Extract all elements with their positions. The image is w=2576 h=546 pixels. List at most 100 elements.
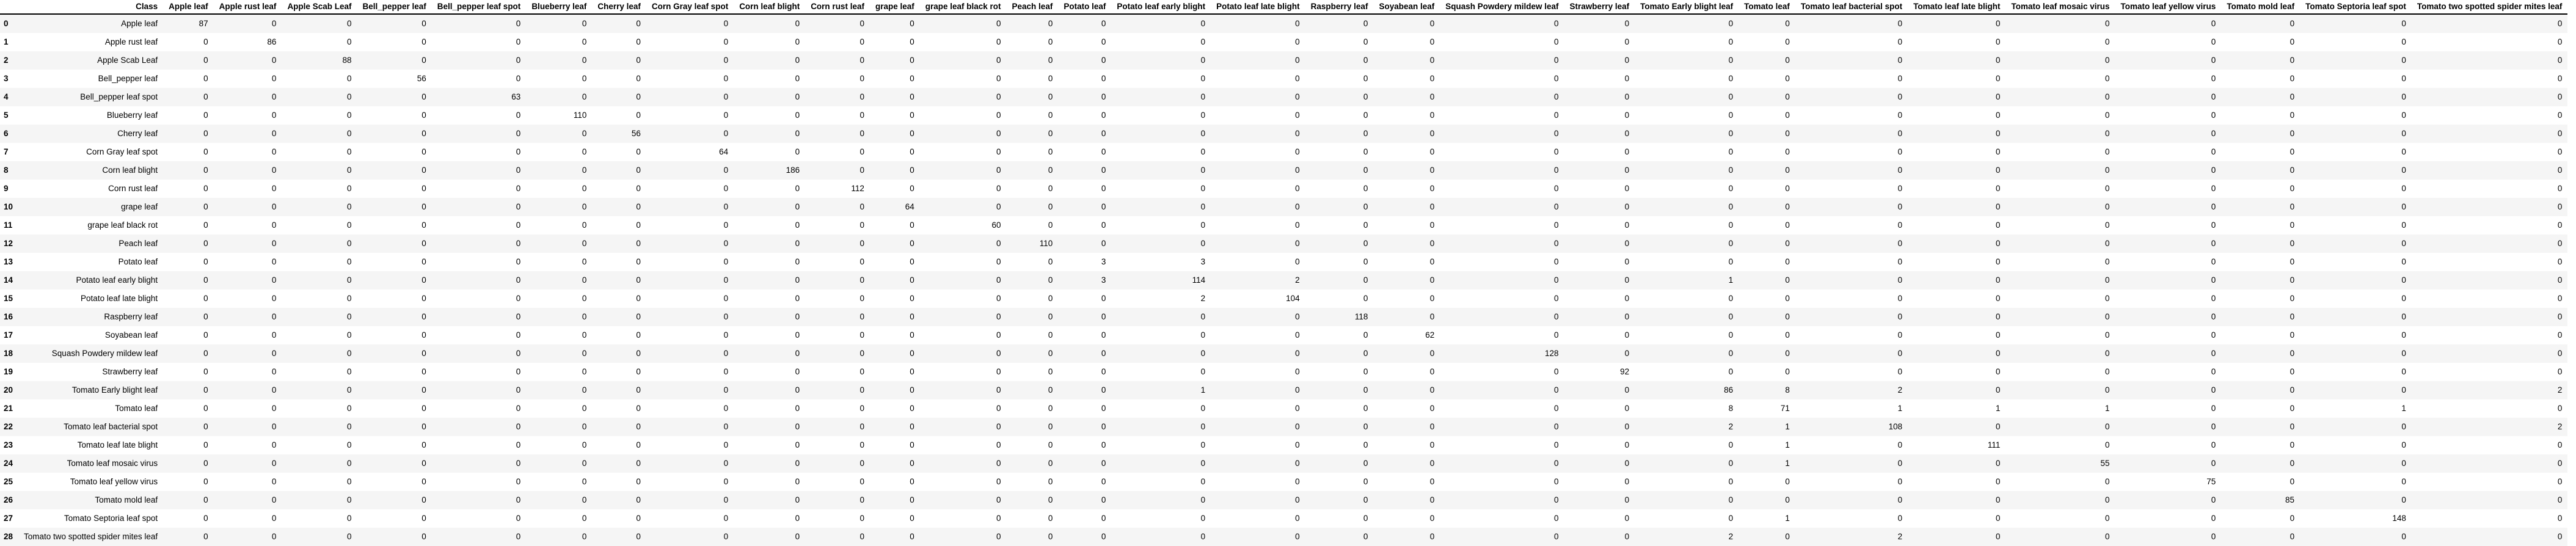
count-cell: 0 bbox=[2557, 312, 2563, 321]
count-cell: 0 bbox=[1728, 220, 1734, 230]
count-cell: 60 bbox=[991, 220, 1001, 230]
count-cell: 0 bbox=[2105, 257, 2110, 266]
count-cell: 0 bbox=[421, 166, 426, 175]
count-cell: 0 bbox=[516, 404, 521, 413]
count-cell: 0 bbox=[1363, 349, 1368, 358]
count-cell: 0 bbox=[346, 330, 352, 340]
count-cell: 0 bbox=[795, 477, 800, 486]
count-cell: 0 bbox=[1897, 330, 1903, 340]
count-cell: 0 bbox=[516, 312, 521, 321]
count-cell: 0 bbox=[996, 367, 1001, 376]
count-cell: 0 bbox=[636, 514, 641, 523]
count-cell: 1 bbox=[1995, 404, 2001, 413]
count-cell: 0 bbox=[1995, 349, 2001, 358]
row-index: 12 bbox=[4, 239, 13, 248]
count-cell: 0 bbox=[1995, 312, 2001, 321]
count-cell: 0 bbox=[1295, 459, 1300, 468]
row-index: 13 bbox=[4, 257, 13, 266]
count-cell: 0 bbox=[516, 385, 521, 395]
count-cell: 0 bbox=[723, 532, 729, 541]
count-cell: 0 bbox=[346, 477, 352, 486]
table-row: 8 Corn leaf blight 0 0 0 0 0 0 0 0 186 0 0 0 0 0 0 0 0 0 0 0 0… bbox=[0, 161, 2568, 180]
count-cell: 0 bbox=[1200, 239, 1206, 248]
count-cell: 0 bbox=[2401, 257, 2406, 266]
column-header: Blueberry leaf bbox=[526, 0, 593, 15]
row-class-label: Corn leaf blight bbox=[102, 166, 158, 175]
count-cell: 0 bbox=[2211, 92, 2216, 101]
count-cell: 0 bbox=[1429, 111, 1435, 120]
count-cell: 0 bbox=[2290, 385, 2295, 395]
count-cell: 0 bbox=[859, 385, 864, 395]
count-cell: 0 bbox=[2105, 220, 2110, 230]
count-cell: 2 bbox=[1200, 294, 1206, 303]
count-cell: 0 bbox=[203, 440, 208, 450]
count-cell: 2 bbox=[1728, 532, 1734, 541]
count-cell: 0 bbox=[1728, 312, 1734, 321]
count-cell: 0 bbox=[1785, 19, 1790, 28]
column-header: Strawberry leaf bbox=[1564, 0, 1635, 15]
count-cell: 0 bbox=[516, 111, 521, 120]
count-cell: 0 bbox=[516, 257, 521, 266]
count-cell: 0 bbox=[1363, 275, 1368, 285]
table-row: 14 Potato leaf early blight 0 0 0 0 0 0 0 0 0 0 0 0 0 3… bbox=[0, 271, 2568, 289]
count-cell: 0 bbox=[1995, 330, 2001, 340]
count-cell: 0 bbox=[1785, 330, 1790, 340]
count-cell: 0 bbox=[1048, 477, 1053, 486]
count-cell: 0 bbox=[271, 440, 277, 450]
count-cell: 0 bbox=[1554, 239, 1559, 248]
count-cell: 0 bbox=[203, 202, 208, 211]
count-cell: 0 bbox=[723, 56, 729, 65]
count-cell: 0 bbox=[346, 294, 352, 303]
count-cell: 0 bbox=[1363, 422, 1368, 431]
count-cell: 3 bbox=[1101, 275, 1106, 285]
count-cell: 0 bbox=[1785, 367, 1790, 376]
table-row: 23 Tomato leaf late blight 0 0 0 0 0 0 0 0 0 0 0 0 0 0 0… bbox=[0, 436, 2568, 454]
count-cell: 0 bbox=[996, 92, 1001, 101]
count-cell: 0 bbox=[723, 404, 729, 413]
count-cell: 0 bbox=[1363, 166, 1368, 175]
count-cell: 0 bbox=[2290, 56, 2295, 65]
column-header: Tomato leaf yellow virus bbox=[2115, 0, 2222, 15]
count-cell: 0 bbox=[910, 275, 914, 285]
count-cell: 0 bbox=[636, 477, 641, 486]
count-cell: 0 bbox=[2290, 477, 2295, 486]
count-cell: 0 bbox=[795, 404, 800, 413]
table-row: 4 Bell_pepper leaf spot 0 0 0 0 63 0 0 0 0 0 0 0 0 0 0 0 0… bbox=[0, 88, 2568, 106]
count-cell: 0 bbox=[203, 111, 208, 120]
count-cell: 0 bbox=[1363, 459, 1368, 468]
count-cell: 0 bbox=[910, 19, 914, 28]
count-cell: 0 bbox=[516, 147, 521, 156]
count-cell: 0 bbox=[1429, 404, 1435, 413]
count-cell: 0 bbox=[271, 330, 277, 340]
table-row: 2 Apple Scab Leaf 0 0 88 0 0 0 0 0 0 0 0 0 0 0 0 0 0 0 0 0 0 0 0… bbox=[0, 51, 2568, 70]
count-cell: 0 bbox=[346, 422, 352, 431]
count-cell: 0 bbox=[1554, 330, 1559, 340]
count-cell: 0 bbox=[203, 385, 208, 395]
count-cell: 0 bbox=[421, 129, 426, 138]
table-row: 3 Bell_pepper leaf 0 0 0 56 0 0 0 0 0 0 0 0 0 0 0 0 0 0 0 0 0 0… bbox=[0, 70, 2568, 88]
count-cell: 0 bbox=[910, 514, 914, 523]
count-cell: 0 bbox=[1897, 459, 1903, 468]
count-cell: 0 bbox=[2401, 239, 2406, 248]
count-cell: 0 bbox=[1429, 19, 1435, 28]
count-cell: 0 bbox=[1295, 440, 1300, 450]
count-cell: 0 bbox=[421, 19, 426, 28]
column-header: Apple rust leaf bbox=[213, 0, 282, 15]
table-row: 10 grape leaf 0 0 0 0 0 0 0 0 0 0 64 0 0 0 0 0 0 0 0 0 0 0 0 0 0 0 0… bbox=[0, 198, 2568, 216]
count-cell: 0 bbox=[516, 459, 521, 468]
count-cell: 0 bbox=[346, 37, 352, 46]
count-cell: 0 bbox=[1048, 349, 1053, 358]
count-cell: 0 bbox=[723, 385, 729, 395]
count-cell: 0 bbox=[1101, 37, 1106, 46]
count-cell: 0 bbox=[1624, 19, 1630, 28]
count-cell: 0 bbox=[723, 111, 729, 120]
row-index: 2 bbox=[4, 56, 9, 65]
count-cell: 0 bbox=[346, 257, 352, 266]
count-cell: 0 bbox=[723, 367, 729, 376]
count-cell: 0 bbox=[1048, 294, 1053, 303]
count-cell: 0 bbox=[2557, 294, 2563, 303]
count-cell: 0 bbox=[1101, 147, 1106, 156]
count-cell: 0 bbox=[996, 129, 1001, 138]
row-index: 19 bbox=[4, 367, 13, 376]
count-cell: 0 bbox=[421, 495, 426, 504]
